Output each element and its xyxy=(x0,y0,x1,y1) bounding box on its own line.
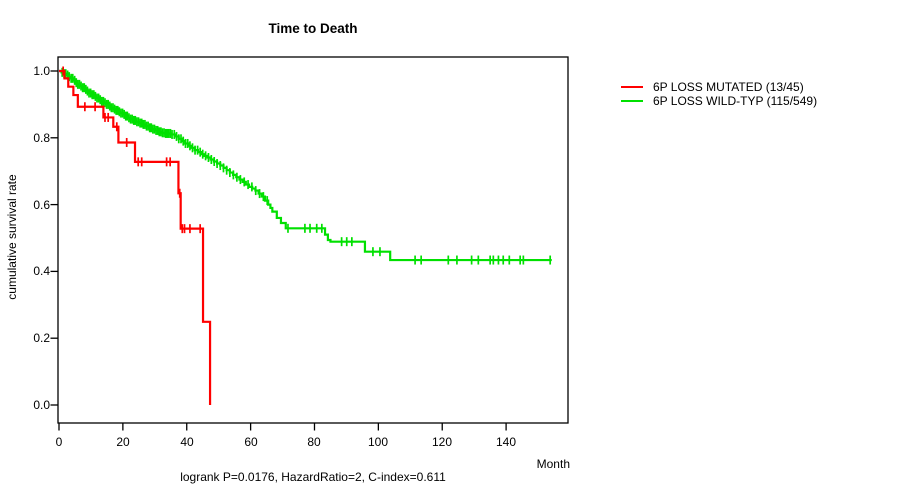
y-tick-label: 0.6 xyxy=(33,198,50,212)
legend-item-wildtype: 6P LOSS WILD-TYP (115/549) xyxy=(621,94,817,108)
x-tick-label: 20 xyxy=(116,435,130,449)
y-tick-label: 0.8 xyxy=(33,131,50,145)
x-tick-label: 0 xyxy=(55,435,63,449)
legend-line-green xyxy=(621,100,643,102)
plot-box xyxy=(57,56,569,424)
x-axis-label: Month xyxy=(536,457,570,471)
y-tick-label: 0.2 xyxy=(33,331,50,345)
y-tick-label: 0.4 xyxy=(33,264,50,278)
y-axis-label: cumulative survival rate xyxy=(5,174,19,300)
survival-curve xyxy=(59,69,212,405)
x-tick-label: 80 xyxy=(307,435,321,449)
legend-label: 6P LOSS MUTATED (13/45) xyxy=(653,80,804,94)
chart-title: Time to Death xyxy=(268,21,358,36)
y-tick-label: 0.0 xyxy=(33,398,50,412)
stats-caption: logrank P=0.0176, HazardRatio=2, C-index… xyxy=(180,470,446,484)
x-tick-label: 40 xyxy=(180,435,194,449)
x-tick-label: 60 xyxy=(244,435,258,449)
legend: 6P LOSS MUTATED (13/45) 6P LOSS WILD-TYP… xyxy=(621,80,817,108)
x-tick-label: 140 xyxy=(495,435,517,449)
legend-line-red xyxy=(621,86,643,88)
legend-item-mutated: 6P LOSS MUTATED (13/45) xyxy=(621,80,817,94)
x-tick-label: 100 xyxy=(367,435,389,449)
y-tick-label: 1.0 xyxy=(33,64,50,78)
x-tick-label: 120 xyxy=(431,435,453,449)
legend-label: 6P LOSS WILD-TYP (115/549) xyxy=(653,94,818,108)
